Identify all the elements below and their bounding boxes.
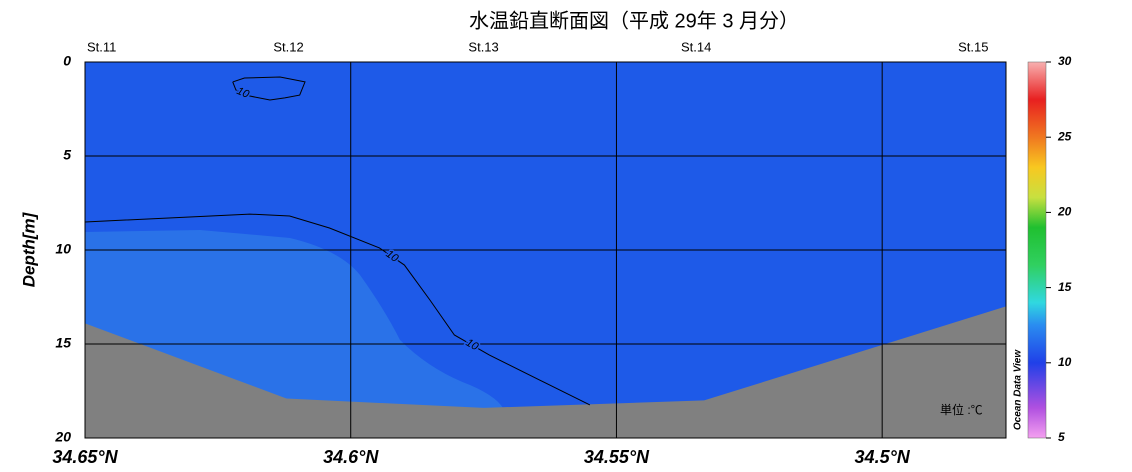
colorbar-label: Ocean Data View [1013, 349, 1024, 430]
y-tick-label: 10 [55, 241, 71, 257]
seabed [85, 306, 1006, 438]
station-label: St.13 [468, 39, 498, 54]
x-tick-label: 34.5°N [855, 447, 911, 467]
colorbar-tick-label: 20 [1057, 205, 1072, 219]
station-label: St.12 [273, 39, 303, 54]
station-label: St.15 [958, 39, 988, 54]
title-bg [436, 6, 832, 36]
colorbar-tick-label: 5 [1058, 430, 1065, 444]
x-tick-label: 34.55°N [584, 447, 650, 467]
contour-line [232, 76, 306, 101]
y-axis-label: Depth[m] [19, 211, 38, 287]
chart-title: 水温鉛直断面図（平成 29年 3 月分） [469, 9, 799, 32]
station-label: St.11 [87, 39, 116, 54]
x-tick-label: 34.65°N [52, 447, 118, 467]
x-tick-label: 34.6°N [323, 447, 379, 467]
y-tick-label: 0 [63, 53, 71, 69]
contour-line [84, 213, 591, 406]
colorbar [1027, 61, 1047, 439]
colorbar-tick-label: 30 [1058, 54, 1072, 68]
station-label: St.14 [681, 39, 711, 54]
colorbar-tick-label: 25 [1057, 129, 1072, 143]
y-tick-label: 15 [55, 335, 71, 351]
y-tick-label: 20 [54, 429, 71, 445]
colorbar-tick-label: 15 [1058, 280, 1072, 294]
colorbar-tick-label: 10 [1058, 355, 1072, 369]
unit-label: 単位 :℃ [940, 402, 983, 417]
y-tick-label: 5 [63, 147, 71, 163]
plot-frame [84, 61, 1007, 439]
